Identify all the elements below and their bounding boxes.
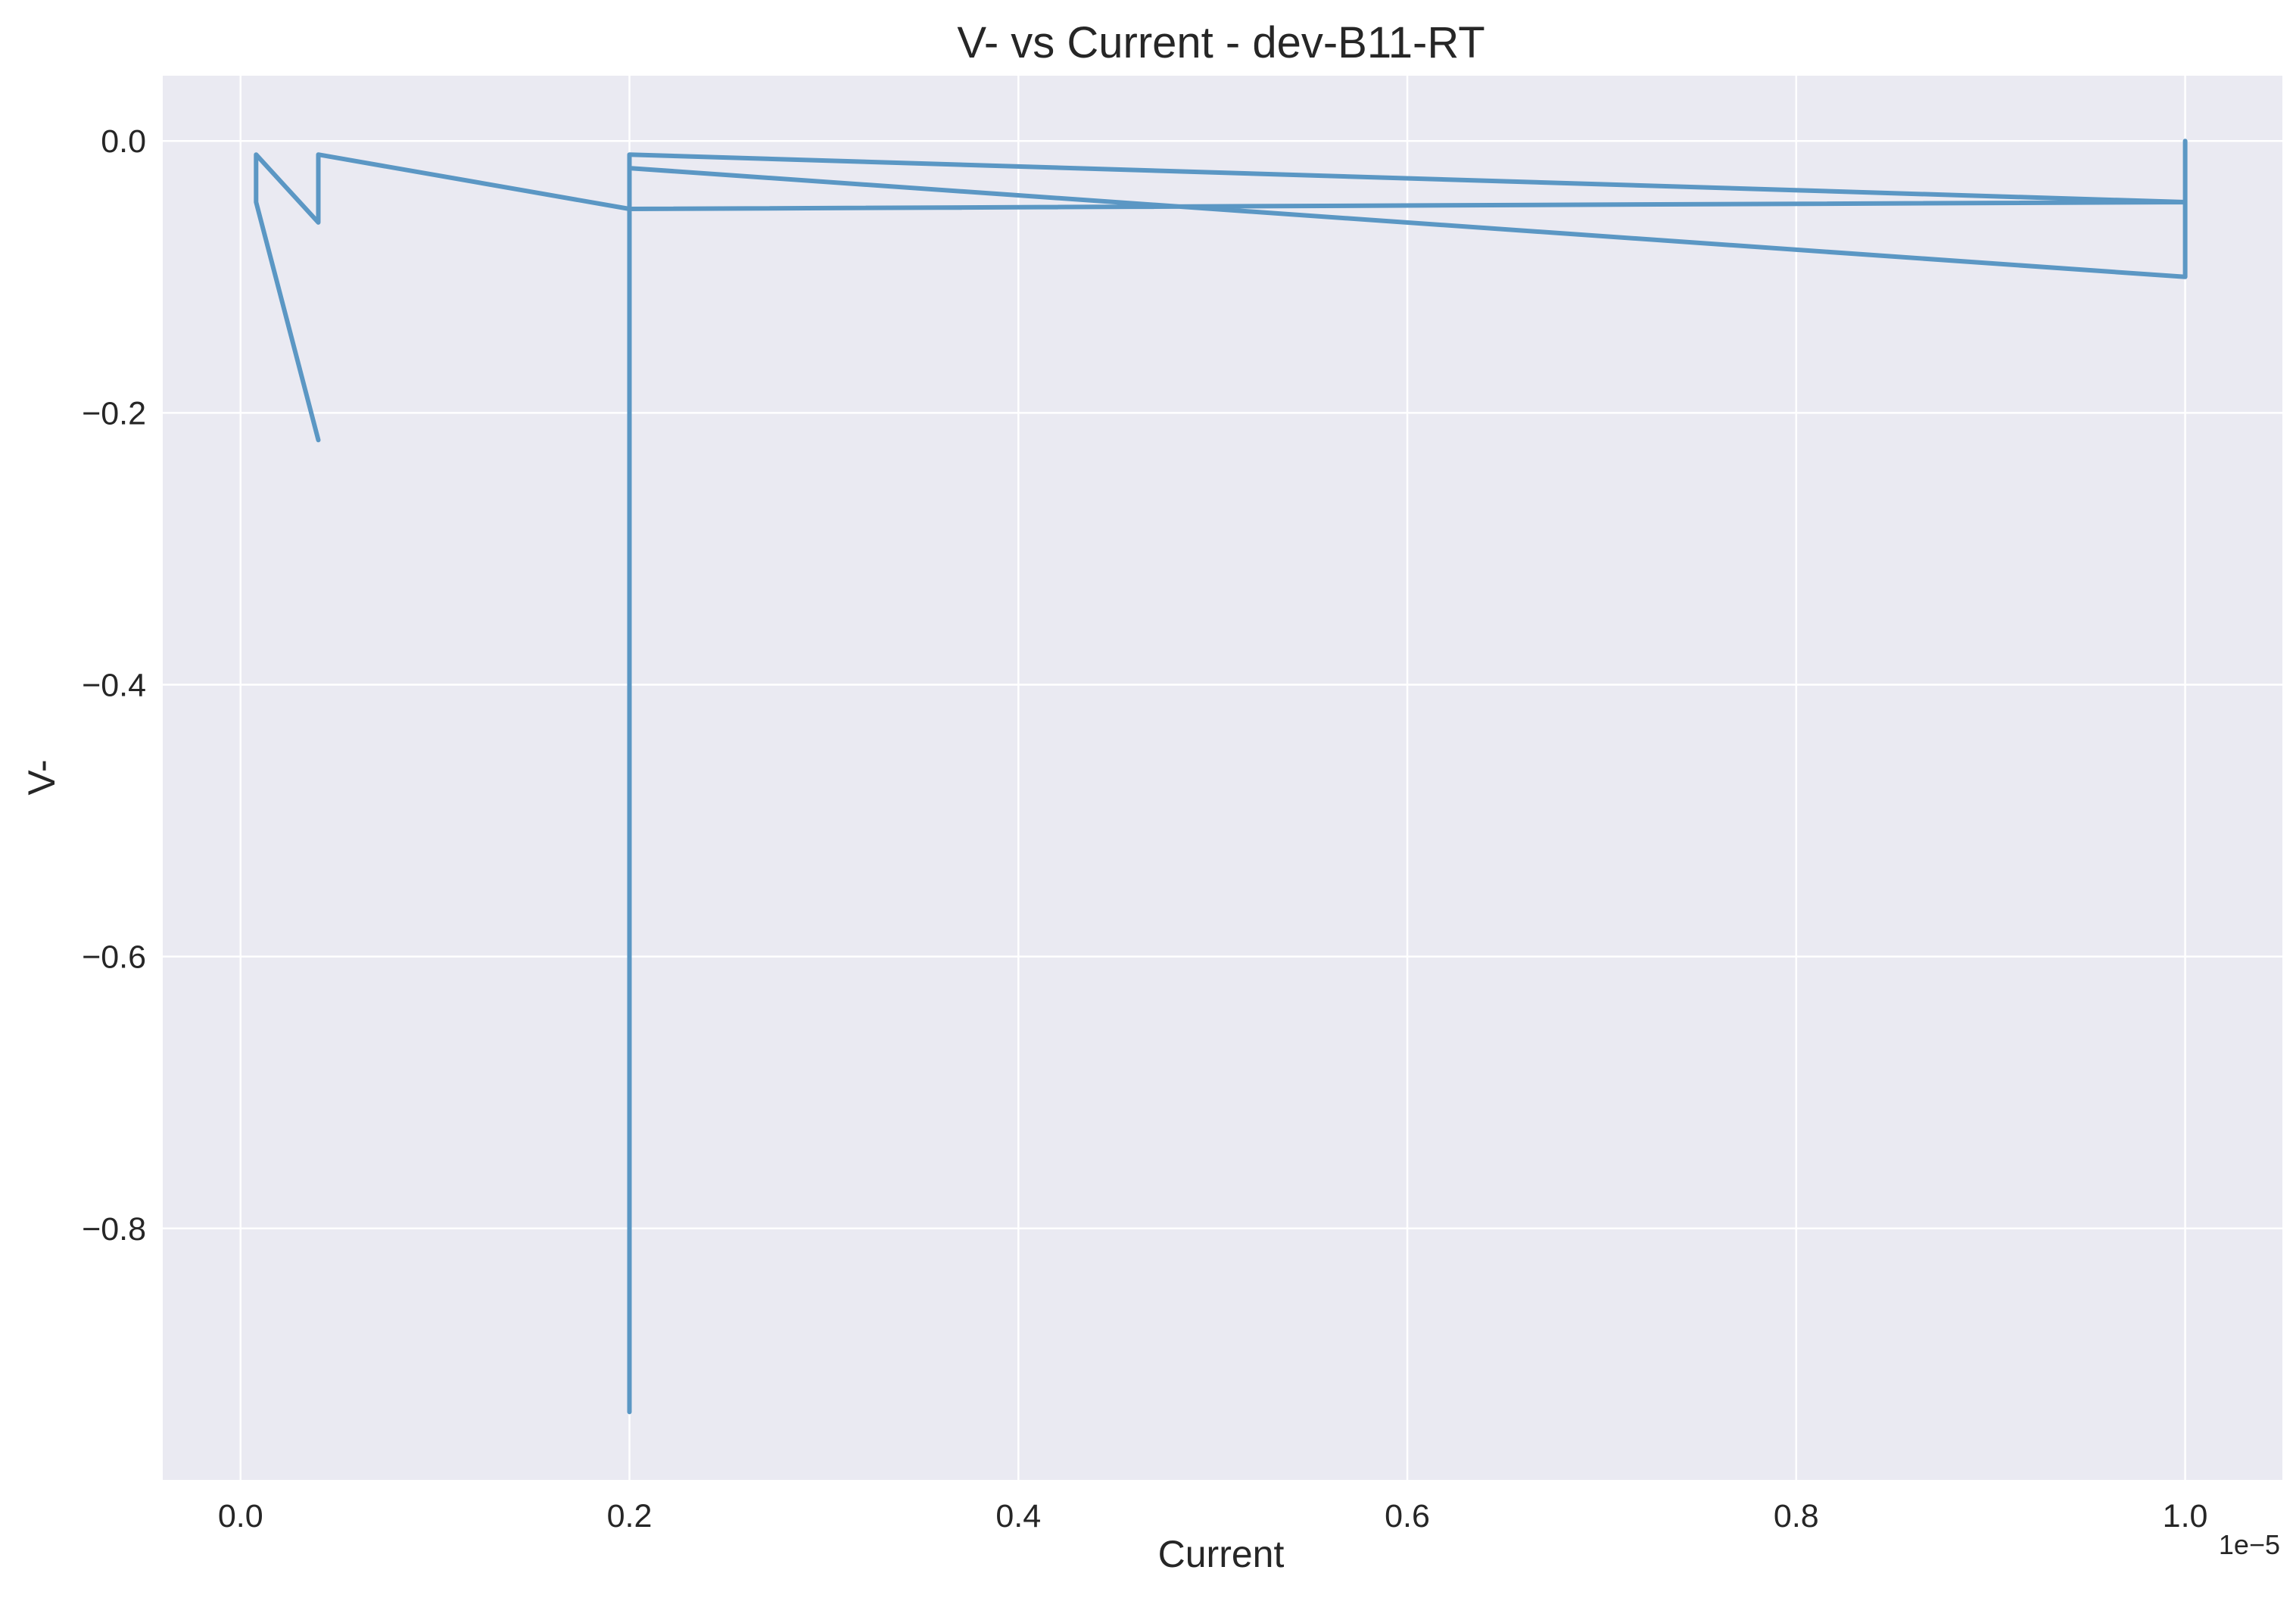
y-tick-label: 0.0 — [101, 123, 146, 160]
y-tick-label: −0.4 — [82, 667, 146, 703]
x-tick-label: 0.6 — [1385, 1498, 1430, 1534]
tick-labels: 0.0 0.2 0.4 0.6 0.8 1.0 0.0 −0.2 −0.4 −0.6 −0.8 — [82, 123, 2207, 1534]
x-tick-label: 0.2 — [607, 1498, 653, 1534]
x-tick-label: 0.0 — [218, 1498, 263, 1534]
x-tick-label: 0.8 — [1774, 1498, 1819, 1534]
x-axis-label: Current — [1158, 1533, 1285, 1575]
x-tick-label: 1.0 — [2163, 1498, 2208, 1534]
y-tick-label: −0.8 — [82, 1211, 146, 1248]
x-tick-label: 0.4 — [995, 1498, 1041, 1534]
series-layer — [254, 139, 2188, 1415]
x-axis-offset-label: 1e−5 — [2219, 1529, 2280, 1560]
y-tick-label: −0.2 — [82, 395, 146, 431]
series-line — [254, 139, 2188, 1415]
chart-title: V- vs Current - dev-B11-RT — [957, 18, 1484, 67]
y-tick-label: −0.6 — [82, 939, 146, 976]
y-axis-label: V- — [20, 759, 63, 795]
plot-area — [163, 76, 2282, 1480]
